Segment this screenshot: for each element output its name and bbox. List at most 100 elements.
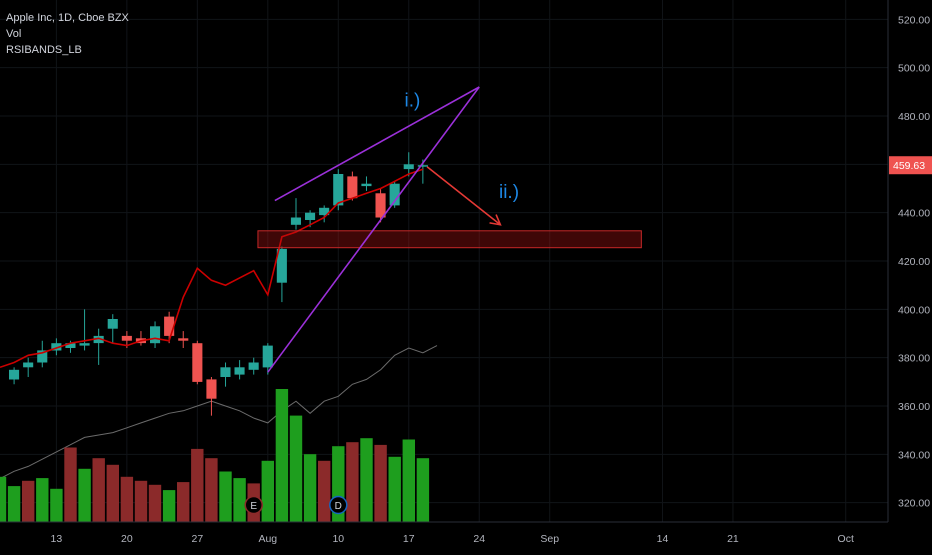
price-axis-tick-label[interactable]: 520.00 [898,14,930,26]
volume-bar [374,444,387,522]
earnings-badge-text: E [250,501,257,512]
volume-bar [275,389,289,522]
moving-average-line [0,168,424,369]
wave-label-ii[interactable]: ii.) [499,182,519,203]
volume-bar [36,478,49,522]
candle-body [248,362,259,370]
candle-body [403,164,414,170]
volume-bar [162,490,176,522]
candle-body [23,362,34,368]
wedge-upper-trendline[interactable] [274,86,480,202]
candle-body [121,335,132,341]
volume-bar [388,456,401,522]
candle-body [262,345,273,368]
candle-body [290,217,301,225]
time-axis-tick-label[interactable]: 13 [51,533,63,545]
candle-body [51,343,62,351]
drawings[interactable]: i.) ii.) [257,86,642,373]
price-axis-tick-label[interactable]: 480.00 [898,111,930,123]
volume-bar [134,480,148,522]
volume-bar [92,458,105,522]
time-axis-tick-label[interactable]: 20 [121,533,133,545]
time-axis-tick-label[interactable]: 10 [332,533,344,545]
dividend-badge-circle [329,495,348,515]
arrow-head [489,214,502,226]
candle-body [150,326,161,344]
legend: Apple Inc, 1D, Cboe BZX Vol RSIBANDS_LB [6,10,129,58]
candle-body [206,379,217,399]
volume-bar [22,480,35,522]
candle-body [361,183,372,187]
candle-body [305,212,316,220]
candle-body [319,207,330,216]
price-axis-tick-label[interactable]: 440.00 [898,208,930,220]
price-axis-tick-label[interactable]: 420.00 [898,256,930,268]
volume-bar [106,464,119,522]
volume-bar [120,476,134,522]
candle-body [93,335,104,344]
gray-line-series [0,345,438,479]
price-axis-tick-label[interactable]: 320.00 [898,498,930,510]
symbol-title[interactable]: Apple Inc, 1D, Cboe BZX [6,12,129,24]
time-axis-tick-label[interactable]: 17 [403,533,415,545]
volume-indicator-label[interactable]: Vol [6,28,22,40]
volume-bar [7,486,21,522]
dividend-badge[interactable]: D [329,495,348,515]
candle-body [107,319,118,329]
price-axis-tick-label[interactable]: 360.00 [898,401,930,413]
candle-body [375,193,386,218]
volume-bar [191,448,204,523]
last-price-label[interactable]: 459.63 [893,160,925,172]
price-axis-tick-label[interactable]: 400.00 [898,304,930,316]
support-zone-rectangle[interactable] [257,230,642,249]
time-axis-tick-label[interactable]: 21 [727,533,739,545]
volume-bars [0,389,430,523]
bearish-arrow[interactable] [426,166,501,226]
earnings-badge-circle [244,495,263,515]
volume-bar [303,454,317,522]
volume-bar [78,468,91,522]
price-axis-tick-label[interactable]: 500.00 [898,63,930,75]
candle-body [192,343,203,382]
moving-average-series [0,168,424,369]
wave-label-i[interactable]: i.) [405,90,421,111]
time-axis-tick-label[interactable]: Oct [838,533,854,545]
volume-bar [177,482,190,522]
time-axis-tick-label[interactable]: 14 [657,533,669,545]
time-axis-tick-label[interactable]: 27 [191,533,203,545]
price-axis-tick-label[interactable]: 340.00 [898,449,930,461]
candle-body [276,248,287,283]
volume-bar [402,439,415,522]
time-axis-tick-label[interactable]: Sep [540,533,559,545]
volume-bar [64,447,77,522]
volume-bar [219,471,232,522]
gray-line [0,345,438,479]
time-axis-tick-label[interactable]: 24 [473,533,485,545]
candle-body [234,367,245,375]
candle-body [333,174,344,206]
volume-bar [233,478,246,522]
candle-body [37,350,48,363]
dividend-badge-text: D [335,501,342,512]
volume-bar [50,488,63,523]
candle-body [389,183,400,206]
candlestick-series [9,152,428,416]
volume-bar [416,458,430,522]
wedge-lower-trendline[interactable] [267,86,480,373]
volume-bar [360,438,373,522]
grid [0,0,888,522]
volume-bar [318,460,331,522]
earnings-badge[interactable]: E [244,495,263,515]
rsi-indicator-label[interactable]: RSIBANDS_LB [6,44,82,56]
last-price-label-bg [889,156,932,175]
time-axis-tick-label[interactable]: Aug [258,533,277,545]
volume-bar [148,484,162,522]
candle-body [9,369,20,380]
price-axis-tick-label[interactable]: 380.00 [898,353,930,365]
candle-body [65,343,76,348]
candle-body [347,176,358,199]
